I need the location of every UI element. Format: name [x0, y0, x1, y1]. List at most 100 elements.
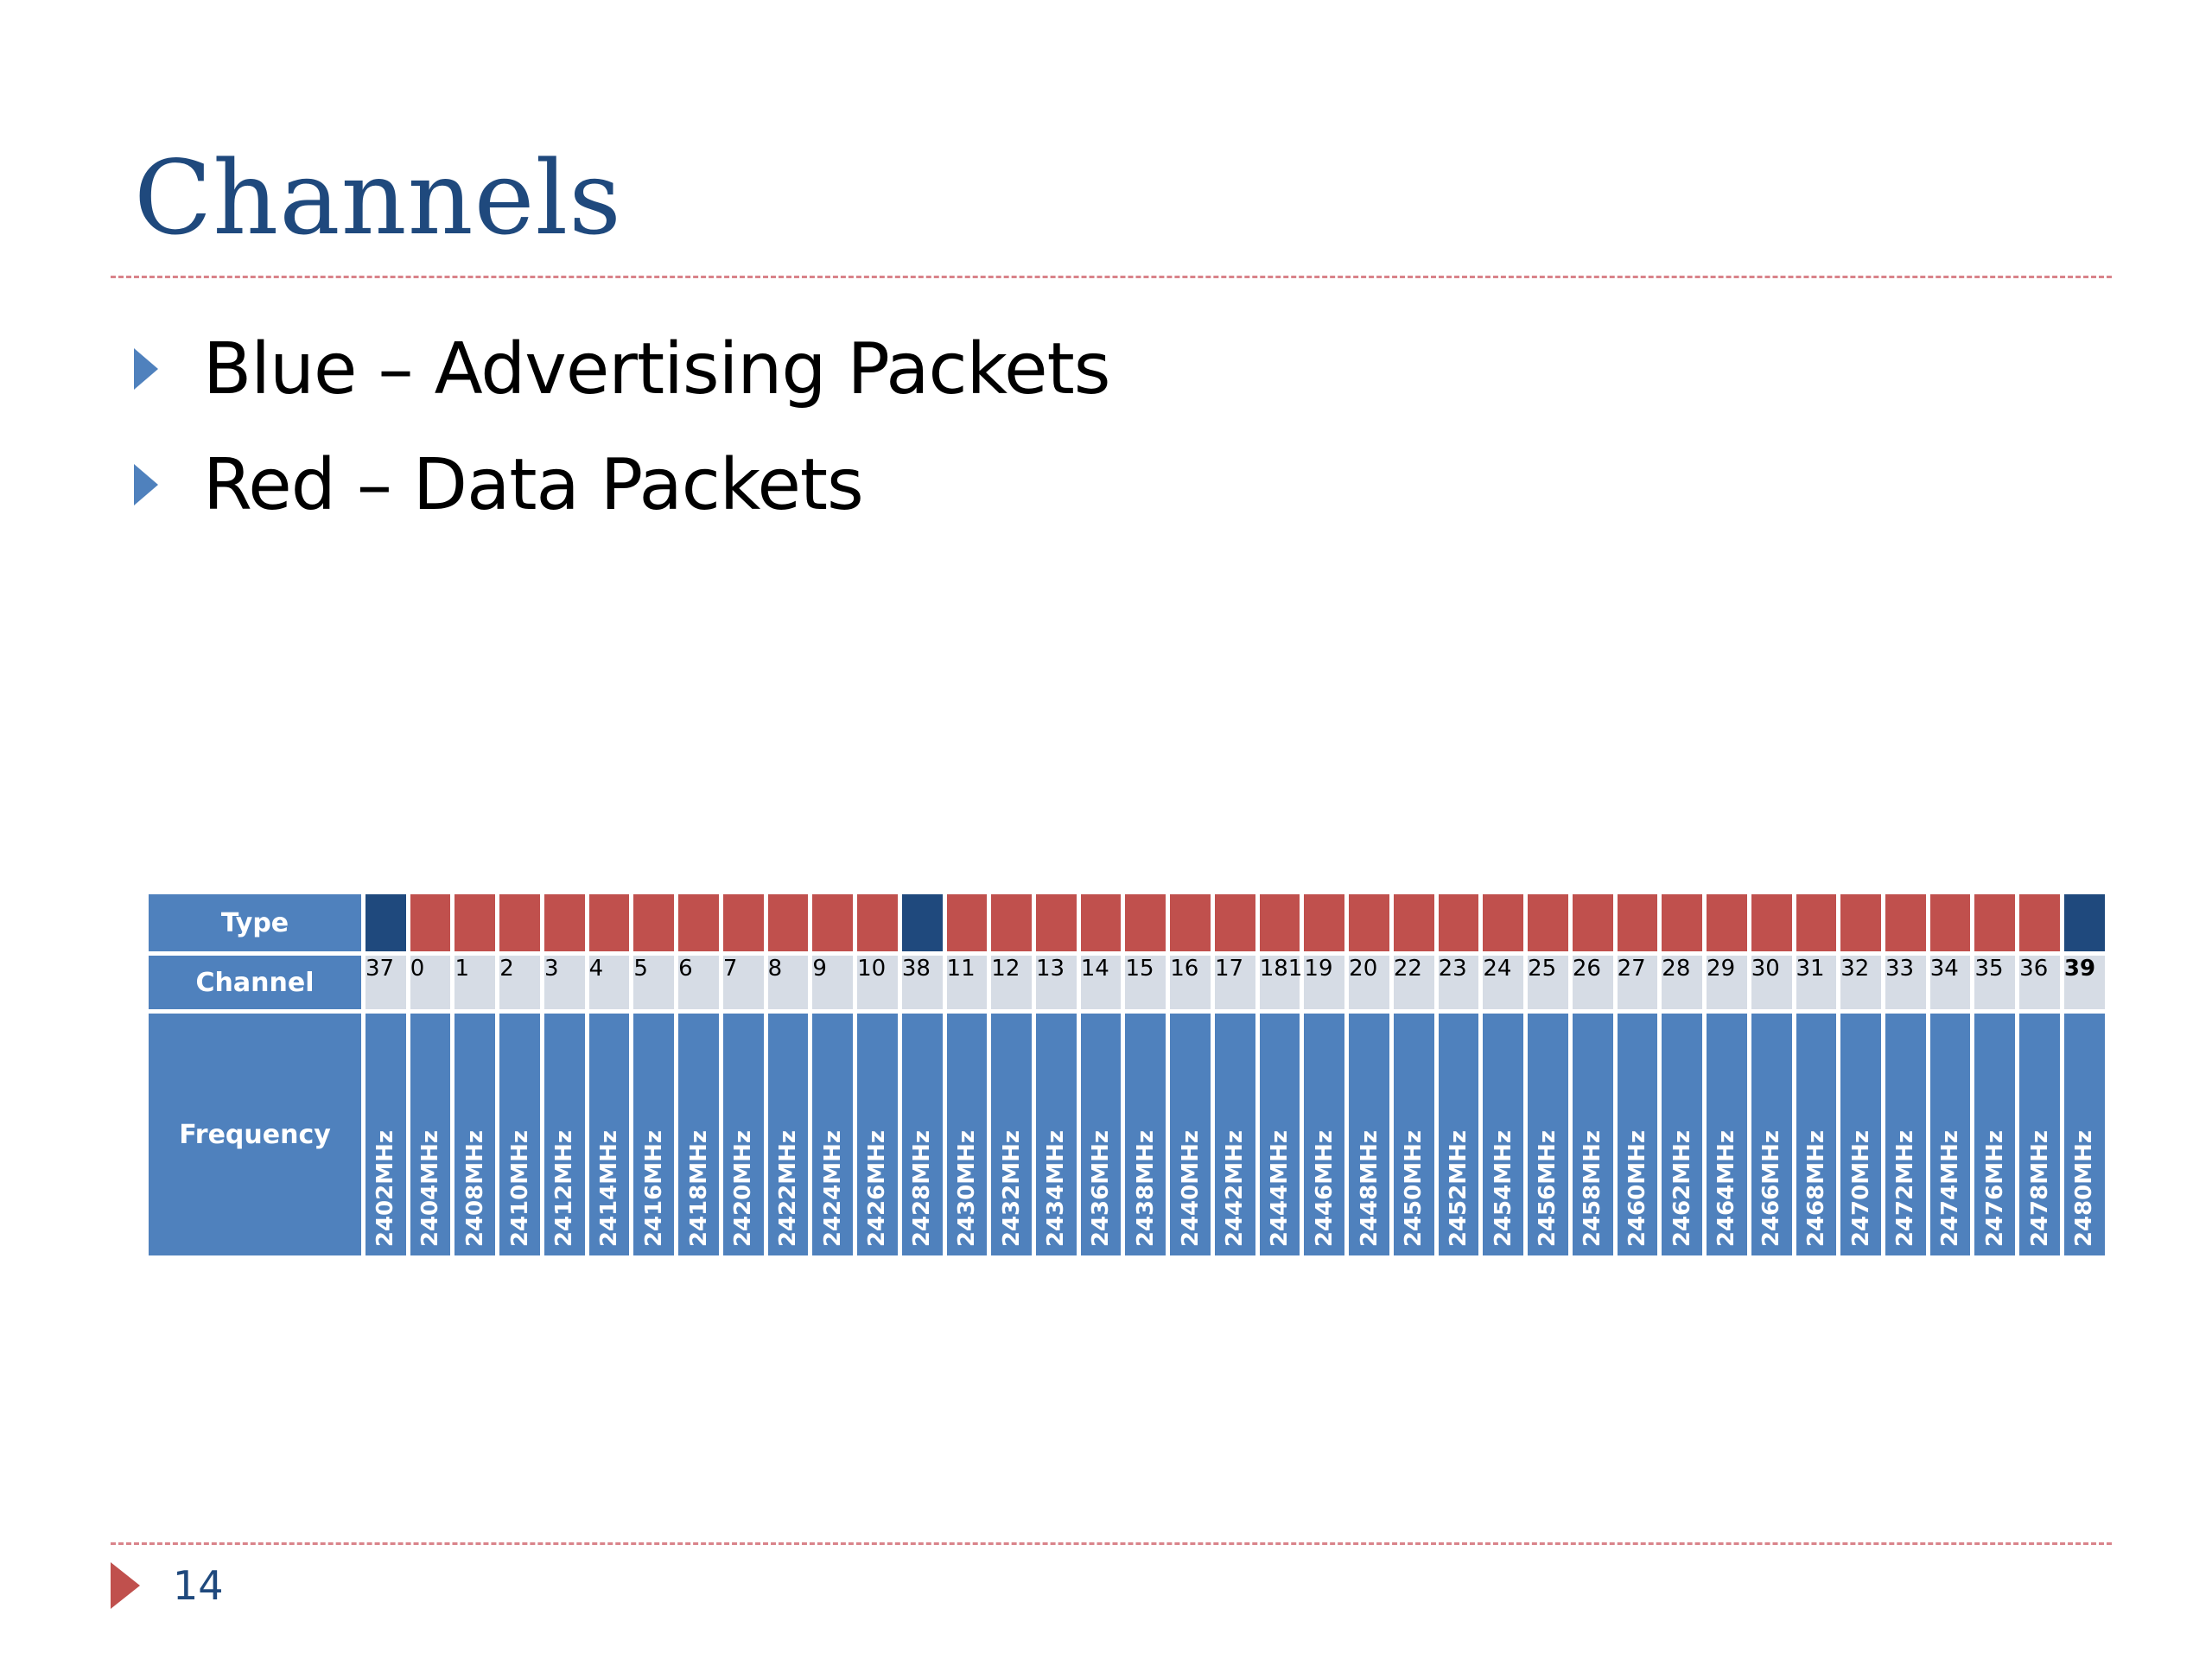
channel-cell: 24 [1483, 956, 1524, 1009]
channel-cell: 33 [1885, 956, 1926, 1009]
type-cell-data [1214, 894, 1255, 951]
frequency-label: 2464MHz [1713, 1129, 1740, 1247]
type-cell-data [588, 894, 630, 951]
frequency-cell: 2446MHz [1304, 1014, 1345, 1255]
bullet-list: Blue – Advertising Packets Red – Data Pa… [134, 311, 1110, 543]
frequency-label: 2460MHz [1624, 1129, 1650, 1247]
frequency-cell: 2402MHz [365, 1014, 406, 1255]
frequency-cell: 2444MHz [1259, 1014, 1300, 1255]
frequency-label: 2476MHz [1981, 1129, 2008, 1247]
channel-cell: 30 [1751, 956, 1792, 1009]
frequency-label: 2420MHz [730, 1129, 757, 1247]
channel-cell: 34 [1929, 956, 1971, 1009]
type-cell-data [946, 894, 988, 951]
channel-cell: 13 [1036, 956, 1077, 1009]
type-cell-data [499, 894, 540, 951]
type-cell-data [1707, 894, 1747, 951]
type-row-header: Type [149, 894, 361, 951]
frequency-cell: 2442MHz [1214, 1014, 1255, 1255]
bullet-item: Blue – Advertising Packets [134, 311, 1110, 427]
frequency-cell: 2424MHz [812, 1014, 854, 1255]
frequency-cell: 2416MHz [633, 1014, 675, 1255]
slide-title: Channels [134, 138, 622, 257]
channel-cell: 4 [588, 956, 630, 1009]
channel-cell: 39 [2063, 956, 2105, 1009]
frequency-label: 2472MHz [1892, 1129, 1919, 1247]
channel-cell: 12 [991, 956, 1033, 1009]
frequency-cell: 2438MHz [1125, 1014, 1166, 1255]
frequency-label: 2424MHz [819, 1129, 846, 1247]
channel-row-header: Channel [149, 956, 361, 1009]
type-cell-data [722, 894, 764, 951]
frequency-label: 2414MHz [596, 1129, 623, 1247]
type-cell-data [1036, 894, 1077, 951]
frequency-cell: 2454MHz [1483, 1014, 1524, 1255]
channel-cell: 22 [1393, 956, 1434, 1009]
frequency-cell: 2404MHz [410, 1014, 451, 1255]
page-number: 14 [173, 1562, 224, 1609]
channel-cell: 36 [2019, 956, 2060, 1009]
channel-row: Channel 37 0 1 2 3 4 5 6 7 8 9 10 38 11 12 13 14 15 16 17 18… [149, 956, 2105, 1009]
frequency-cell: 2436MHz [1080, 1014, 1122, 1255]
type-cell-data [1617, 894, 1658, 951]
frequency-label: 2446MHz [1311, 1129, 1338, 1247]
type-cell-data [767, 894, 809, 951]
frequency-cell: 2430MHz [946, 1014, 988, 1255]
frequency-cell: 2412MHz [543, 1014, 585, 1255]
type-cell-data [1751, 894, 1792, 951]
channel-table: Type Channel 37 0 1 2 3 4 5 6 7 8 9 10 38 11 12 13 14 15 1… [144, 890, 2109, 1260]
channel-cell: 15 [1125, 956, 1166, 1009]
channel-cell: 8 [767, 956, 809, 1009]
type-cell-data [1170, 894, 1211, 951]
frequency-cell: 2450MHz [1393, 1014, 1434, 1255]
channel-cell: 181 [1259, 956, 1302, 1009]
channel-cell: 38 [901, 956, 943, 1009]
type-cell-data [1080, 894, 1122, 951]
frequency-label: 2418MHz [685, 1129, 712, 1247]
type-cell-data [857, 894, 898, 951]
type-cell-data [1840, 894, 1881, 951]
channel-cell: 19 [1304, 956, 1345, 1009]
type-cell-data [1483, 894, 1524, 951]
frequency-cell: 2478MHz [2019, 1014, 2060, 1255]
frequency-cell: 2428MHz [901, 1014, 943, 1255]
frequency-cell: 2440MHz [1170, 1014, 1211, 1255]
frequency-cell: 2408MHz [454, 1014, 496, 1255]
channel-cell: 35 [1974, 956, 2016, 1009]
channel-cell: 25 [1528, 956, 1568, 1009]
frequency-label: 2456MHz [1535, 1129, 1561, 1247]
channel-cell: 1 [454, 956, 496, 1009]
type-cell-data [1662, 894, 1703, 951]
type-cell-data [543, 894, 585, 951]
frequency-cell: 2410MHz [499, 1014, 540, 1255]
channel-cell: 37 [365, 956, 406, 1009]
frequency-cell: 2474MHz [1929, 1014, 1971, 1255]
frequency-label: 2466MHz [1758, 1129, 1785, 1247]
type-cell-data [1438, 894, 1479, 951]
channel-cell: 31 [1796, 956, 1837, 1009]
channel-cell: 6 [678, 956, 719, 1009]
channel-cell: 29 [1707, 956, 1747, 1009]
type-cell-data [678, 894, 719, 951]
frequency-cell: 2426MHz [857, 1014, 898, 1255]
frequency-cell: 2462MHz [1662, 1014, 1703, 1255]
triangle-bullet-icon [134, 348, 158, 390]
frequency-label: 2402MHz [372, 1129, 399, 1247]
frequency-label: 2434MHz [1043, 1129, 1070, 1247]
frequency-label: 2430MHz [953, 1129, 980, 1247]
triangle-marker-icon [111, 1562, 140, 1609]
frequency-label: 2410MHz [506, 1129, 533, 1247]
frequency-label: 2422MHz [774, 1129, 801, 1247]
channel-cell: 10 [857, 956, 898, 1009]
bullet-item: Red – Data Packets [134, 427, 1110, 543]
frequency-label: 2436MHz [1088, 1129, 1115, 1247]
frequency-row-header: Frequency [149, 1014, 361, 1255]
frequency-label: 2442MHz [1222, 1129, 1249, 1247]
bullet-text: Red – Data Packets [203, 443, 864, 526]
channel-cell: 32 [1840, 956, 1881, 1009]
frequency-label: 2432MHz [998, 1129, 1025, 1247]
channel-cell: 14 [1080, 956, 1122, 1009]
frequency-cell: 2466MHz [1751, 1014, 1792, 1255]
type-cell-data [1885, 894, 1926, 951]
frequency-label: 2440MHz [1177, 1129, 1204, 1247]
